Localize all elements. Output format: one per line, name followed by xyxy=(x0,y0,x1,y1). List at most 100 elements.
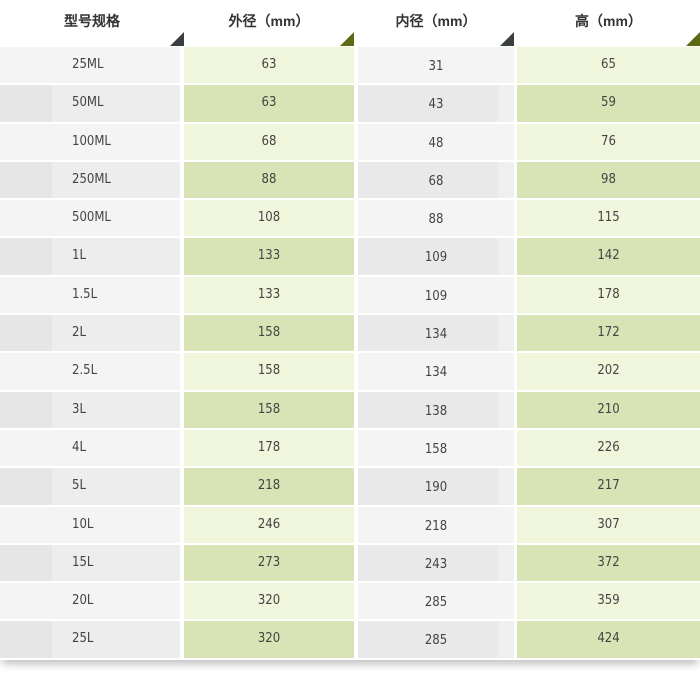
cell-text: 133 xyxy=(257,286,281,302)
cell-text: 88 xyxy=(428,212,444,228)
cell-text: 65 xyxy=(601,57,616,72)
cell-model: 250ML xyxy=(0,161,180,199)
cell-text: 218 xyxy=(424,518,448,534)
cell-text: 190 xyxy=(424,480,448,496)
table-row: 25ML 63 31 65 xyxy=(0,47,700,84)
cell-inner-diameter: 43 xyxy=(358,85,514,122)
cell-text: 134 xyxy=(424,327,448,343)
cell-model: 1.5L xyxy=(0,276,180,314)
table-row: 500ML 108 88 115 xyxy=(0,200,700,237)
header-model: 型号规格 xyxy=(0,0,184,46)
cell-text: 31 xyxy=(428,59,444,74)
table-row: 100ML 68 48 76 xyxy=(0,123,700,160)
table-row: 15L 273 243 372 xyxy=(0,544,700,582)
cell-text: 88 xyxy=(261,171,277,187)
cell-model: 4L xyxy=(0,429,180,467)
cell-text: 158 xyxy=(424,441,448,457)
table-header: 型号规格 外径（mm） 内径（mm） 高（mm） xyxy=(0,0,700,46)
cell-height: 98 xyxy=(517,161,700,199)
cell-text: 115 xyxy=(597,210,620,226)
cell-text: 15L xyxy=(72,554,94,570)
cell-text: 2L xyxy=(72,325,86,341)
cell-height: 424 xyxy=(517,621,700,658)
cell-text: 108 xyxy=(257,210,281,226)
table-row: 5L 218 190 217 xyxy=(0,468,700,505)
cell-text: 48 xyxy=(428,135,444,151)
cell-text: 3L xyxy=(72,401,86,417)
cell-text: 285 xyxy=(424,595,448,611)
cell-height: 217 xyxy=(517,468,700,505)
header-height: 高（mm） xyxy=(517,0,700,46)
cell-model: 20L xyxy=(0,583,180,620)
cell-height: 307 xyxy=(517,506,700,543)
cell-height: 210 xyxy=(517,391,700,428)
corner-triangle-icon xyxy=(686,32,700,46)
table-body: 25ML 63 31 65 50ML 63 43 59 100ML 68 48 76 250ML 88 68… xyxy=(0,47,700,660)
cell-inner-diameter: 68 xyxy=(358,161,514,199)
cell-model: 5L xyxy=(0,468,180,505)
cell-model: 100ML xyxy=(0,123,180,160)
cell-text: 134 xyxy=(424,365,448,381)
cell-outer-diameter: 108 xyxy=(184,200,354,237)
cell-outer-diameter: 158 xyxy=(184,353,354,390)
header-label: 外径（mm） xyxy=(228,13,310,29)
cell-text: 68 xyxy=(428,173,444,189)
cell-outer-diameter: 218 xyxy=(184,468,354,505)
cell-text: 76 xyxy=(601,133,616,149)
table-row: 50ML 63 43 59 xyxy=(0,85,700,122)
cell-outer-diameter: 246 xyxy=(184,506,354,543)
cell-model: 25L xyxy=(0,621,180,658)
cell-text: 158 xyxy=(257,363,281,379)
cell-text: 178 xyxy=(597,286,620,302)
cell-outer-diameter: 88 xyxy=(184,161,354,199)
cell-text: 5L xyxy=(72,478,86,494)
cell-text: 158 xyxy=(257,401,281,417)
cell-height: 359 xyxy=(517,583,700,620)
table-row: 3L 158 138 210 xyxy=(0,391,700,428)
header-outer-diameter: 外径（mm） xyxy=(184,0,354,46)
cell-text: 202 xyxy=(597,363,620,379)
cell-inner-diameter: 243 xyxy=(358,544,514,582)
cell-inner-diameter: 285 xyxy=(358,583,514,620)
cell-outer-diameter: 133 xyxy=(184,276,354,314)
cell-text: 273 xyxy=(257,554,281,570)
cell-inner-diameter: 190 xyxy=(358,468,514,505)
cell-text: 500ML xyxy=(72,210,111,226)
cell-text: 226 xyxy=(597,439,620,455)
cell-text: 100ML xyxy=(72,133,111,149)
cell-outer-diameter: 320 xyxy=(184,583,354,620)
cell-inner-diameter: 109 xyxy=(358,238,514,275)
cell-text: 50ML xyxy=(72,95,104,111)
table-row: 2.5L 158 134 202 xyxy=(0,353,700,390)
cell-text: 1.5L xyxy=(72,286,98,302)
cell-model: 2L xyxy=(0,315,180,352)
table-row: 250ML 88 68 98 xyxy=(0,161,700,199)
cell-text: 109 xyxy=(424,250,448,266)
cell-text: 4L xyxy=(72,439,86,455)
cell-text: 172 xyxy=(597,325,620,341)
cell-text: 133 xyxy=(257,248,281,264)
cell-inner-diameter: 218 xyxy=(358,506,514,543)
cell-model: 3L xyxy=(0,391,180,428)
cell-text: 210 xyxy=(597,401,620,417)
cell-inner-diameter: 134 xyxy=(358,315,514,352)
table-row: 2L 158 134 172 xyxy=(0,315,700,352)
cell-text: 1L xyxy=(72,248,86,264)
cell-outer-diameter: 158 xyxy=(184,315,354,352)
cell-height: 178 xyxy=(517,276,700,314)
cell-inner-diameter: 48 xyxy=(358,123,514,160)
cell-text: 59 xyxy=(601,95,616,111)
cell-outer-diameter: 63 xyxy=(184,85,354,122)
cell-text: 320 xyxy=(257,631,281,647)
cell-text: 63 xyxy=(261,95,277,111)
cell-outer-diameter: 178 xyxy=(184,429,354,467)
cell-outer-diameter: 320 xyxy=(184,621,354,658)
header-inner-diameter: 内径（mm） xyxy=(358,0,514,46)
cell-inner-diameter: 138 xyxy=(358,391,514,428)
cell-height: 59 xyxy=(517,85,700,122)
cell-text: 178 xyxy=(257,439,281,455)
cell-text: 25ML xyxy=(72,57,104,72)
cell-text: 424 xyxy=(597,631,620,647)
cell-inner-diameter: 109 xyxy=(358,276,514,314)
cell-inner-diameter: 158 xyxy=(358,429,514,467)
